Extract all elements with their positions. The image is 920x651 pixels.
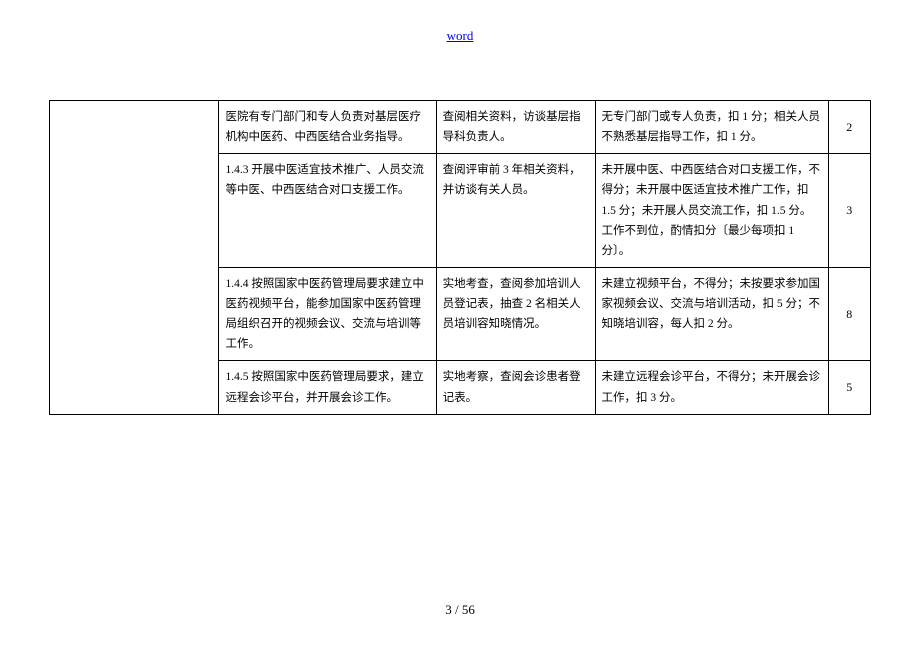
cell-criteria: 1.4.3 开展中医适宜技术推广、人员交流等中医、中西医结合对口支援工作。 xyxy=(219,154,436,268)
page-total: 56 xyxy=(462,602,475,617)
evaluation-table-wrap: 医院有专门部门和专人负责对基层医疗机构中医药、中西医结合业务指导。 查阅相关资料… xyxy=(49,100,871,415)
cell-scoring: 未建立远程会诊平台，不得分；未开展会诊工作，扣 3 分。 xyxy=(595,361,828,414)
page-sep: / xyxy=(452,602,462,617)
cell-score: 8 xyxy=(828,267,870,361)
row-group-cell xyxy=(50,101,219,415)
cell-method: 查阅评审前 3 年相关资料，并访谈有关人员。 xyxy=(436,154,595,268)
page-footer: 3 / 56 xyxy=(0,602,920,618)
header-link: word xyxy=(0,28,920,44)
cell-method: 实地考察，查阅会诊患者登记表。 xyxy=(436,361,595,414)
cell-scoring: 未开展中医、中西医结合对口支援工作，不得分；未开展中医适宜技术推广工作，扣 1.… xyxy=(595,154,828,268)
table-row: 医院有专门部门和专人负责对基层医疗机构中医药、中西医结合业务指导。 查阅相关资料… xyxy=(50,101,871,154)
cell-method: 查阅相关资料，访谈基层指导科负责人。 xyxy=(436,101,595,154)
cell-criteria: 医院有专门部门和专人负责对基层医疗机构中医药、中西医结合业务指导。 xyxy=(219,101,436,154)
cell-score: 5 xyxy=(828,361,870,414)
cell-method: 实地考查，查阅参加培训人员登记表，抽查 2 名相关人员培训容知晓情况。 xyxy=(436,267,595,361)
cell-criteria: 1.4.4 按照国家中医药管理局要求建立中医药视频平台，能参加国家中医药管理局组… xyxy=(219,267,436,361)
cell-scoring: 无专门部门或专人负责，扣 1 分；相关人员不熟悉基层指导工作，扣 1 分。 xyxy=(595,101,828,154)
cell-scoring: 未建立视频平台，不得分；未按要求参加国家视频会议、交流与培训活动，扣 5 分；不… xyxy=(595,267,828,361)
word-link[interactable]: word xyxy=(447,28,474,43)
cell-criteria: 1.4.5 按照国家中医药管理局要求，建立远程会诊平台，并开展会诊工作。 xyxy=(219,361,436,414)
cell-score: 3 xyxy=(828,154,870,268)
cell-score: 2 xyxy=(828,101,870,154)
evaluation-table: 医院有专门部门和专人负责对基层医疗机构中医药、中西医结合业务指导。 查阅相关资料… xyxy=(49,100,871,415)
